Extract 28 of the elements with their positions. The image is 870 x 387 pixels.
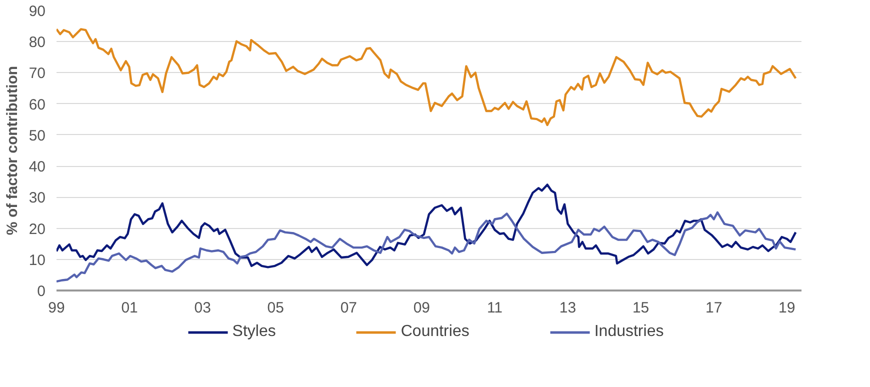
x-tick-label: 11 [486, 300, 503, 316]
y-tick-label: 90 [28, 3, 46, 20]
y-tick-label: 40 [28, 158, 46, 176]
line-series [56, 211, 797, 283]
y-tick-label: 60 [28, 96, 46, 114]
x-tick-label: 15 [632, 300, 650, 316]
legend-label: Styles [232, 323, 276, 341]
x-tick-label: 13 [559, 300, 576, 316]
y-tick-label: 80 [28, 34, 46, 52]
x-tick-label: 09 [413, 300, 430, 316]
x-tick-label: 01 [121, 300, 138, 316]
x-tick-label: 17 [706, 300, 722, 316]
legend-label: Countries [400, 323, 470, 341]
line-series [56, 28, 797, 126]
y-axis-title: % of factor contribution [4, 66, 21, 236]
x-tick-label: 19 [778, 300, 796, 316]
legend-label: Industries [594, 323, 664, 341]
x-tick-label: 07 [340, 300, 357, 316]
y-tick-label: 30 [28, 190, 46, 207]
x-tick-label: 03 [194, 300, 211, 316]
y-tick-label: 20 [28, 220, 46, 238]
x-tick-label: 05 [267, 300, 284, 316]
line-series [56, 184, 797, 268]
y-tick-label: 0 [37, 283, 46, 300]
y-tick-label: 50 [28, 127, 46, 144]
y-tick-label: 10 [28, 252, 46, 269]
x-tick-label: 99 [48, 300, 65, 316]
y-tick-label: 70 [28, 65, 46, 82]
